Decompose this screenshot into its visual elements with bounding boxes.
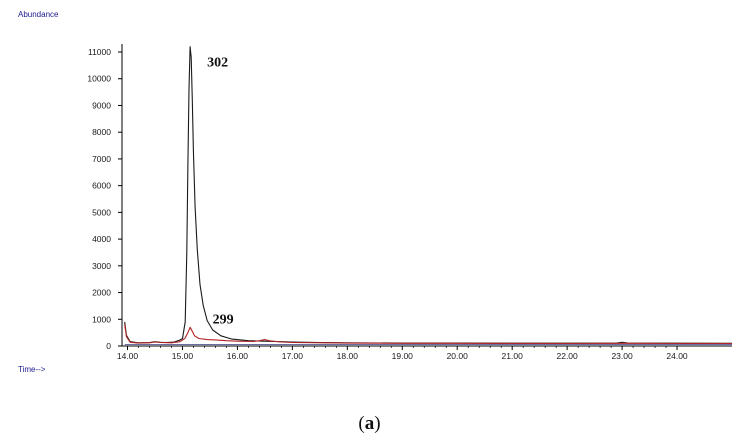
x-axis-title: Time--> <box>18 365 46 374</box>
x-tick-label: 23.00 <box>611 351 633 361</box>
caption-open: ( <box>358 413 365 434</box>
peak-annotations: 302 299 <box>207 56 233 328</box>
x-tick-label: 20.00 <box>447 351 469 361</box>
x-tick-label: 21.00 <box>502 351 524 361</box>
y-tick-label: 0 <box>106 341 111 351</box>
x-tick-label: 24.00 <box>666 351 688 361</box>
x-axis: 14.00 15.00 16.00 17.00 18.00 19.00 20.00 21.00… <box>117 346 688 361</box>
y-tick-label: 1000 <box>92 314 111 324</box>
y-tick-label: 4000 <box>92 234 111 244</box>
y-tick-label: 3000 <box>92 261 111 271</box>
figure-caption: (a) <box>0 413 739 435</box>
caption-letter: a <box>364 413 375 434</box>
y-axis: 0 1000 2000 3000 4000 5000 6000 7000 8000 9000 100… <box>87 47 122 351</box>
chromatogram-chart: Abundance Time--> 0 1000 2000 3000 4000 5000 6… <box>18 10 733 374</box>
y-tick-label: 6000 <box>92 181 111 191</box>
series-layer <box>124 46 733 345</box>
peak-label-302: 302 <box>207 56 228 71</box>
x-tick-label: 18.00 <box>337 351 359 361</box>
y-tick-label: 2000 <box>92 288 111 298</box>
y-tick-label: 7000 <box>92 154 111 164</box>
y-tick-label: 8000 <box>92 127 111 137</box>
y-tick-label: 9000 <box>92 100 111 110</box>
x-tick-label: 22.00 <box>556 351 578 361</box>
y-tick-label: 10000 <box>87 74 111 84</box>
y-tick-label: 11000 <box>88 47 111 57</box>
peak-label-299: 299 <box>213 312 234 327</box>
series-line-302 <box>124 46 733 344</box>
x-tick-label: 19.00 <box>392 351 414 361</box>
x-tick-label: 16.00 <box>227 351 249 361</box>
x-tick-label: 15.00 <box>172 351 194 361</box>
caption-close: ) <box>374 413 381 434</box>
y-axis-title: Abundance <box>18 10 59 19</box>
x-tick-label: 14.00 <box>117 351 139 361</box>
x-tick-label: 17.00 <box>282 351 304 361</box>
y-tick-label: 5000 <box>92 207 111 217</box>
series-line-299 <box>124 324 733 345</box>
